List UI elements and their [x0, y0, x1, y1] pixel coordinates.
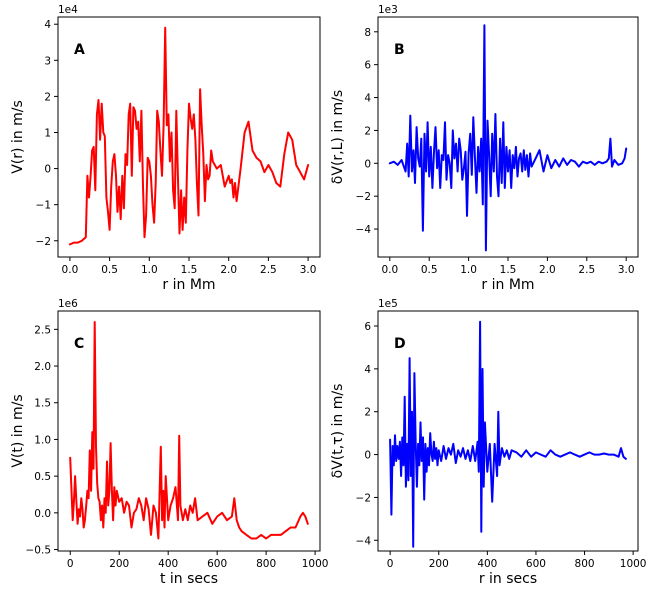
panel-B: 0.0 0.5 1.0 1.5 2.0 2.5 3.0 −4 −2 0 2 4 6 8 1e3 r in Mm… — [330, 4, 639, 293]
x-tick-label-A: 2.0 — [220, 264, 237, 276]
y-tick-label-D: 4 — [364, 364, 371, 376]
x-tick-label-D: 800 — [575, 558, 595, 570]
axes-frame-C — [57, 310, 321, 552]
x-tick-label-C: 0 — [67, 558, 74, 570]
panel-letter-D: D — [394, 336, 406, 352]
x-tick-label-B: 0.5 — [421, 264, 438, 276]
x-tick-label-B: 2.0 — [539, 264, 556, 276]
y-tick-label-D: −2 — [356, 492, 371, 504]
y-tick-label-B: 4 — [364, 93, 371, 105]
y-tick-label-B: −4 — [356, 224, 372, 236]
offset-text-C: 1e6 — [58, 298, 78, 310]
panel-letter-B: B — [394, 42, 405, 58]
y-tick-label-B: 6 — [364, 60, 371, 72]
x-tick-label-D: 600 — [526, 558, 546, 570]
panel-A: 0.0 0.5 1.0 1.5 2.0 2.5 3.0 −2 −1 0 1 2 3 4 1e4 r in Mm… — [10, 4, 321, 293]
y-tick-label-A: 4 — [44, 19, 51, 31]
x-axis-label-C: t in secs — [160, 571, 218, 587]
x-tick-label-B: 0.0 — [381, 264, 398, 276]
y-tick-label-A: −2 — [36, 236, 51, 248]
x-tick-label-B: 2.5 — [578, 264, 595, 276]
y-tick-label-D: 2 — [364, 407, 371, 419]
y-tick-label-D: −4 — [356, 535, 372, 547]
y-tick-label-C: −0.5 — [26, 545, 52, 557]
x-tick-label-C: 1000 — [302, 558, 329, 570]
offset-text-B: 1e3 — [378, 4, 398, 16]
series-line-B — [388, 24, 628, 252]
y-tick-label-B: 8 — [364, 27, 371, 39]
panel-C: 0 200 400 600 800 1000 −0.5 0.0 0.5 1.0 1.5 2.0 2.5 1… — [10, 298, 328, 587]
y-tick-label-A: 0 — [44, 164, 51, 176]
x-tick-label-A: 0.0 — [62, 264, 79, 276]
x-tick-label-A: 3.0 — [300, 264, 317, 276]
x-tick-label-B: 1.5 — [500, 264, 517, 276]
x-tick-label-C: 600 — [207, 558, 227, 570]
y-tick-label-C: 2.0 — [34, 361, 51, 373]
offset-text-A: 1e4 — [58, 4, 78, 16]
x-axis-label-D: r in secs — [479, 571, 537, 587]
panel-letter-C: C — [74, 336, 84, 352]
y-tick-label-B: −2 — [356, 191, 371, 203]
x-tick-label-A: 1.0 — [141, 264, 158, 276]
y-tick-label-A: 3 — [44, 55, 51, 67]
y-tick-label-D: 6 — [364, 321, 371, 333]
x-tick-label-C: 200 — [109, 558, 129, 570]
x-tick-label-C: 400 — [158, 558, 178, 570]
y-axis-label-C: V(t) in m/s — [10, 394, 26, 467]
y-axis-label-D: δV(t,τ) in m/s — [330, 384, 346, 479]
x-tick-label-D: 400 — [477, 558, 497, 570]
y-tick-label-C: 2.5 — [34, 324, 51, 336]
series-line-C — [69, 321, 309, 540]
x-tick-label-D: 1000 — [620, 558, 647, 570]
x-tick-label-A: 2.5 — [260, 264, 277, 276]
y-tick-label-C: 1.5 — [34, 398, 51, 410]
panel-D: 0 200 400 600 800 1000 −4 −2 0 2 4 6 1e5 r in secs δV(… — [330, 298, 647, 587]
y-tick-label-A: 1 — [44, 127, 51, 139]
y-tick-label-A: −1 — [36, 200, 51, 212]
panel-letter-A: A — [74, 42, 85, 58]
x-tick-label-C: 800 — [256, 558, 276, 570]
y-tick-label-C: 0.0 — [34, 508, 51, 520]
y-tick-label-C: 0.5 — [34, 471, 51, 483]
series-line-A — [68, 26, 310, 246]
y-tick-label-D: 0 — [364, 450, 371, 462]
x-tick-label-B: 3.0 — [618, 264, 635, 276]
x-tick-label-B: 1.0 — [460, 264, 477, 276]
y-axis-label-B: δV(r,L) in m/s — [330, 90, 346, 184]
y-axis-label-A: V(r) in m/s — [10, 100, 26, 174]
y-tick-label-A: 2 — [44, 91, 51, 103]
y-tick-label-C: 1.0 — [34, 434, 51, 446]
y-tick-label-B: 0 — [364, 158, 371, 170]
y-tick-label-B: 2 — [364, 125, 371, 137]
axes-frame-D — [377, 310, 639, 552]
offset-text-D: 1e5 — [378, 298, 398, 310]
x-axis-label-A: r in Mm — [162, 277, 215, 293]
x-tick-label-A: 0.5 — [101, 264, 118, 276]
x-tick-label-D: 0 — [387, 558, 394, 570]
x-tick-label-A: 1.5 — [181, 264, 198, 276]
x-axis-label-B: r in Mm — [481, 277, 534, 293]
series-line-D — [389, 320, 627, 548]
x-tick-label-D: 200 — [429, 558, 449, 570]
